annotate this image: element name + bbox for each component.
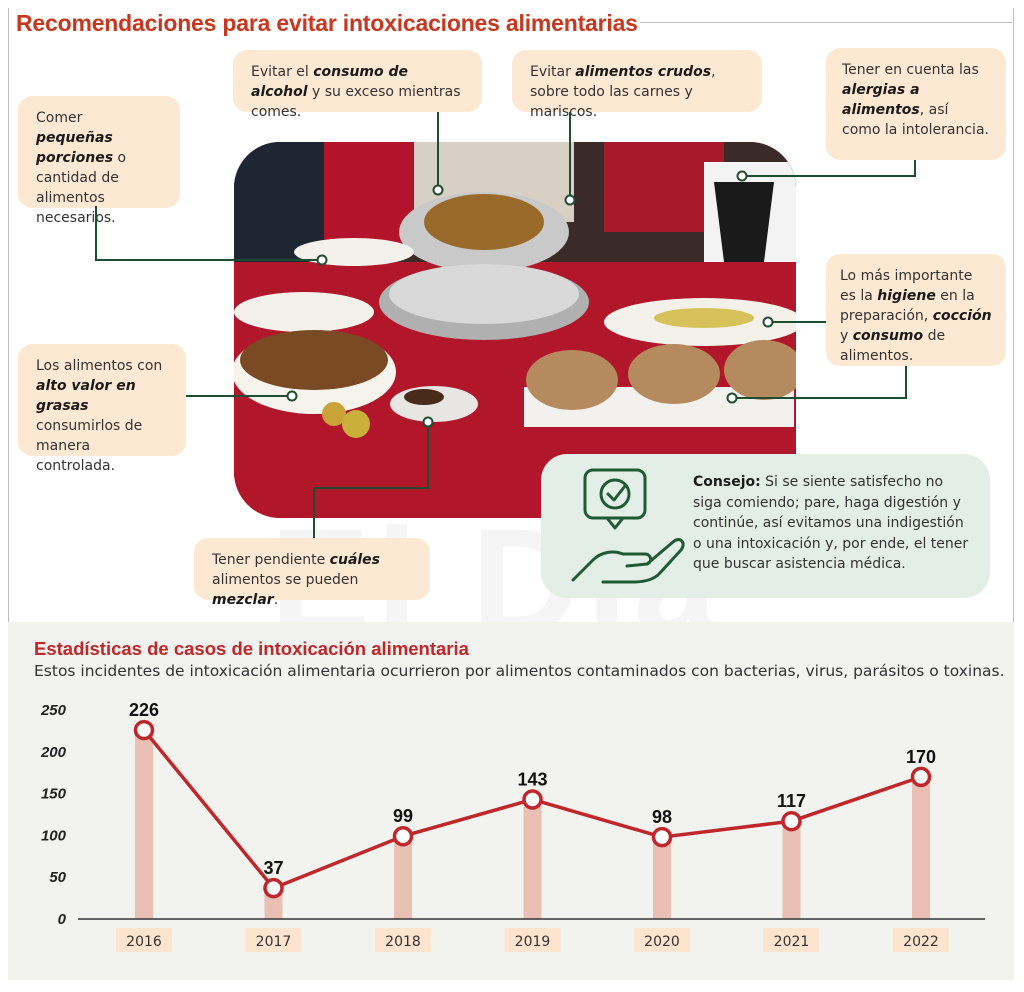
stats-title: Estadísticas de casos de intoxicación al… — [34, 638, 469, 659]
tip-grasas: Los alimentos con alto valor en grasas c… — [18, 344, 186, 474]
y-tick-label: 250 — [40, 702, 67, 719]
bar-2019 — [523, 799, 542, 919]
tip-higiene: Lo más importante es la higiene en la pr… — [826, 254, 1006, 366]
data-label: 99 — [393, 806, 413, 826]
y-tick-label: 50 — [49, 869, 66, 886]
data-point — [651, 826, 673, 848]
data-label: 117 — [777, 791, 806, 811]
tip-alergias: Tener en cuenta las alergias a alimentos… — [826, 48, 1006, 160]
consejo-text: Consejo: Si se siente satisfecho no siga… — [693, 474, 969, 572]
bar-2022 — [912, 776, 930, 919]
x-tick-label: 2017 — [256, 934, 292, 950]
x-tick-box — [893, 928, 949, 952]
stats-subtitle: Estos incidentes de intoxicación aliment… — [34, 662, 1005, 680]
data-label: 37 — [263, 858, 283, 878]
x-tick-box — [245, 928, 302, 952]
data-point — [522, 789, 543, 810]
x-tick-box — [634, 928, 690, 952]
x-tick-box — [375, 928, 431, 952]
title-divider — [640, 22, 1012, 23]
connector-porciones — [95, 206, 322, 261]
x-tick-label: 2018 — [385, 934, 421, 950]
tip-alcohol: Evitar el consumo de alcohol y su exceso… — [233, 50, 482, 120]
y-tick-label: 150 — [41, 786, 67, 803]
consejo-box: Consejo: Si se siente satisfecho no siga… — [541, 454, 990, 598]
connector-lines — [95, 112, 916, 538]
bar-2018 — [394, 836, 412, 919]
y-tick-label: 200 — [40, 744, 67, 761]
data-label: 226 — [129, 700, 159, 720]
x-tick-box — [504, 928, 561, 952]
x-tick-box — [763, 928, 820, 952]
tip-mezclar: Tener pendiente cuáles alimentos se pued… — [194, 538, 430, 608]
data-label: 170 — [906, 747, 936, 767]
x-tick-label: 2019 — [515, 934, 551, 950]
connector-mezclar — [313, 422, 429, 538]
x-tick-label: 2022 — [903, 934, 939, 950]
page-title: Recomendaciones para evitar intoxicacion… — [16, 10, 638, 36]
x-tick-box — [116, 928, 172, 952]
data-point — [781, 810, 802, 832]
bar-2020 — [653, 837, 671, 919]
dinner-table-illustration — [234, 142, 796, 518]
x-tick-label: 2016 — [126, 934, 162, 950]
y-tick-label: 100 — [41, 827, 67, 844]
data-point — [392, 825, 414, 847]
x-tick-label: 2021 — [774, 934, 810, 950]
connector-alergias — [742, 160, 916, 177]
data-label: 143 — [517, 769, 547, 789]
x-tick-label: 2020 — [644, 934, 680, 950]
tip-crudos: Evitar alimentos crudos, sobre todo las … — [512, 50, 762, 120]
bar-2021 — [782, 821, 801, 919]
hand-check-icon — [571, 468, 685, 584]
connector-higiene-2 — [732, 366, 907, 399]
data-point — [133, 719, 155, 741]
data-point — [263, 877, 284, 899]
data-point — [910, 766, 932, 788]
bar-2016 — [135, 730, 153, 919]
y-tick-label: 0 — [58, 911, 67, 928]
data-label: 98 — [652, 807, 672, 827]
